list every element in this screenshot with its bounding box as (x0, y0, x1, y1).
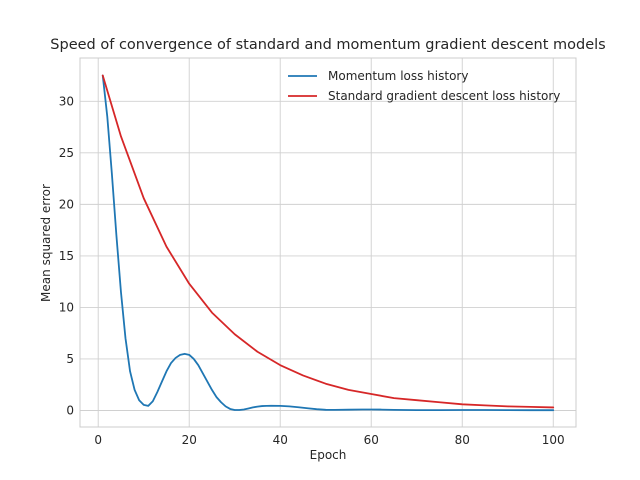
series-line-1 (101, 74, 555, 412)
x-tick-label: 20 (182, 433, 197, 447)
y-tick-label: 10 (59, 300, 74, 314)
y-tick-label: 20 (59, 197, 74, 211)
y-tick-label: 25 (59, 146, 74, 160)
y-tick-label: 0 (66, 404, 74, 418)
plot-frame (79, 57, 577, 428)
y-axis-label: Mean squared error (39, 184, 53, 302)
x-axis-label: Epoch (310, 448, 347, 462)
x-tick-label: 0 (94, 433, 102, 447)
grid-lines (80, 58, 576, 427)
x-tick-label: 80 (455, 433, 470, 447)
x-tick-label: 60 (364, 433, 379, 447)
x-tick-label: 100 (542, 433, 565, 447)
y-tick-label: 30 (59, 94, 74, 108)
legend-entry-label: Momentum loss history (328, 69, 468, 83)
x-tick-labels: 0 20 40 60 80 100 (94, 433, 564, 447)
series-layer (101, 74, 555, 412)
y-tick-label: 15 (59, 249, 74, 263)
legend: Momentum loss history Standard gradient d… (288, 69, 560, 103)
x-tick-label: 40 (273, 433, 288, 447)
y-tick-labels: 0 5 10 15 20 25 30 (59, 94, 74, 417)
legend-entry-label: Standard gradient descent loss history (328, 89, 560, 103)
y-tick-label: 5 (66, 352, 74, 366)
chart-title: Speed of convergence of standard and mom… (50, 37, 605, 53)
series-line-2 (101, 74, 555, 409)
